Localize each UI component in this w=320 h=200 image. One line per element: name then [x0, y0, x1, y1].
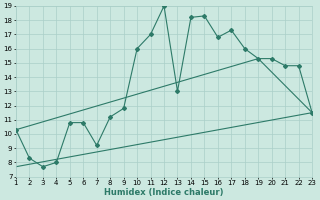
X-axis label: Humidex (Indice chaleur): Humidex (Indice chaleur)	[104, 188, 224, 197]
